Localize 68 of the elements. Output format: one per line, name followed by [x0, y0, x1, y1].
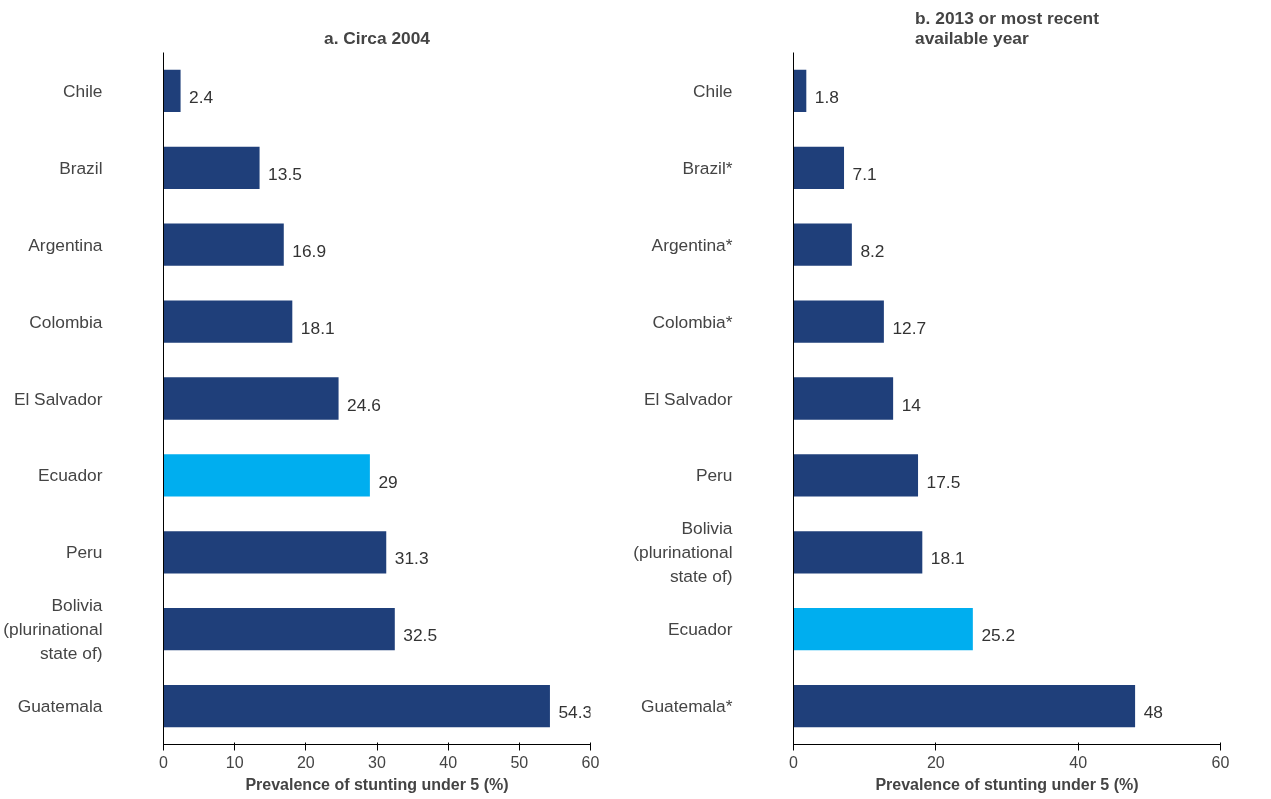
data-label: 8.2 [860, 240, 885, 261]
x-tick-label: 0 [159, 753, 169, 771]
y-tick-label: Argentina* [651, 234, 733, 255]
bar [163, 531, 387, 574]
x-tick-label: 30 [368, 753, 386, 771]
y-tick-label: Ecuador [667, 619, 733, 640]
data-label: 31.3 [394, 548, 429, 569]
bar [163, 223, 284, 266]
data-label: 29 [378, 471, 398, 492]
data-label: 16.9 [292, 240, 327, 261]
data-label: 2.4 [189, 87, 214, 108]
y-tick-label: Colombia* [652, 311, 733, 332]
y-tick-label: Guatemala [17, 696, 103, 717]
data-label: 17.5 [926, 471, 961, 492]
x-tick-label: 10 [225, 753, 244, 771]
bar [793, 684, 1136, 728]
data-label: 25.2 [981, 625, 1016, 646]
x-tick-label: 60 [1211, 753, 1230, 771]
bar [793, 146, 845, 189]
x-tick-label: 40 [1069, 753, 1088, 771]
bar [793, 300, 884, 343]
y-tick-label: Ecuador [37, 465, 103, 486]
y-tick-label: Guatemala* [640, 696, 733, 717]
x-tick-label: 20 [926, 753, 945, 771]
x-tick-label: 20 [296, 753, 315, 771]
y-tick-label: El Salvador [13, 388, 103, 409]
x-tick-label: 0 [789, 753, 799, 771]
bar [163, 684, 550, 728]
y-tick-label: El Salvador [643, 388, 733, 409]
y-tick-label: Brazil* [682, 157, 733, 178]
data-label: 13.5 [268, 163, 302, 184]
bar [163, 454, 370, 497]
bar [793, 454, 919, 497]
data-label: 18.1 [300, 317, 335, 338]
data-label: 7.1 [852, 163, 877, 184]
data-label: 12.7 [892, 317, 927, 338]
bar [163, 69, 181, 113]
y-tick-label: Bolivia (plurinational state of) [633, 518, 733, 587]
data-label: 24.6 [347, 394, 381, 415]
bar [793, 223, 852, 266]
bar [793, 531, 923, 574]
bar [793, 377, 894, 420]
x-tick-label: 50 [510, 753, 529, 771]
x-axis-title: Prevalence of stunting under 5 (%) [875, 775, 1139, 793]
bar [793, 608, 973, 651]
chart-title: a. Circa 2004 [324, 27, 431, 48]
chart-title: b. 2013 or most recent available year [915, 7, 1100, 48]
data-label: 1.8 [814, 87, 839, 108]
data-label: 48 [1143, 702, 1163, 723]
x-axis-title: Prevalence of stunting under 5 (%) [245, 775, 509, 793]
x-tick-label: 40 [439, 753, 458, 771]
x-tick-label: 60 [581, 753, 600, 771]
data-label: 14 [901, 394, 922, 415]
y-tick-label: Brazil [59, 157, 103, 178]
bar [163, 377, 339, 420]
y-tick-label: Argentina [28, 234, 103, 255]
bar [163, 608, 395, 651]
y-tick-label: Peru [695, 465, 733, 486]
data-label: 32.5 [403, 625, 438, 646]
y-tick-label: Bolivia (plurinational state of) [3, 595, 103, 664]
bar [163, 300, 293, 343]
bar [793, 69, 807, 113]
y-tick-label: Chile [693, 80, 733, 101]
y-tick-label: Peru [65, 542, 103, 563]
y-tick-label: Colombia [29, 311, 103, 332]
y-tick-label: Chile [63, 80, 103, 101]
bar [163, 146, 260, 189]
data-label: 18.1 [930, 548, 965, 569]
